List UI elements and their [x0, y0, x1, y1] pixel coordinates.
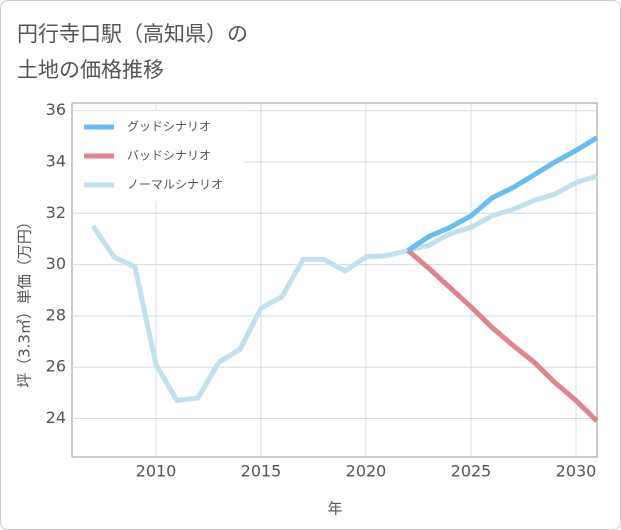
legend-label: グッドシナリオ: [127, 120, 211, 134]
chart-title: 土地の価格推移: [17, 58, 164, 82]
series-line: [406, 135, 599, 253]
y-tick-label: 32: [46, 203, 66, 222]
series-line: [90, 173, 598, 404]
x-tick-label: 2030: [556, 462, 597, 481]
legend-label: バッドシナリオ: [127, 149, 211, 163]
y-tick-label: 28: [46, 305, 66, 324]
x-axis-label: 年: [327, 500, 342, 518]
x-tick-label: 2010: [136, 462, 177, 481]
y-tick-label: 26: [46, 357, 66, 376]
series-line: [406, 248, 599, 423]
y-tick-label: 24: [46, 408, 66, 427]
y-axis-label: 坪（3.3㎡）単価（万円）: [16, 214, 34, 388]
x-tick-label: 2025: [451, 462, 492, 481]
y-tick-label: 34: [46, 152, 66, 171]
legend-label: ノーマルシナリオ: [127, 178, 223, 192]
y-tick-label: 36: [46, 100, 66, 119]
chart-title: 円行寺口駅（高知県）の: [17, 22, 248, 46]
y-tick-label: 30: [46, 254, 66, 273]
x-tick-label: 2020: [346, 462, 387, 481]
x-tick-label: 2015: [241, 462, 282, 481]
